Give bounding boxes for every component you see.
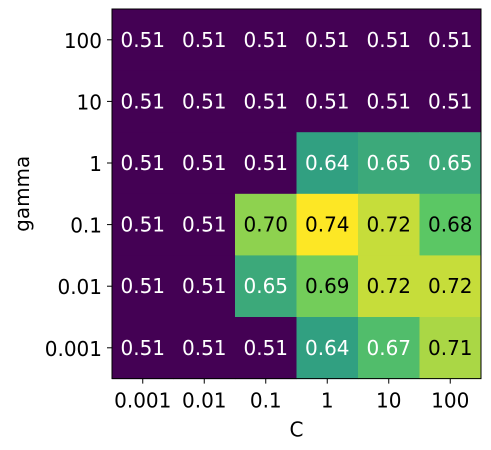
x-tick-label: 1	[321, 389, 334, 413]
cell-value-label: 0.51	[366, 28, 411, 52]
cell-value-label: 0.51	[120, 28, 165, 52]
cell-value-label: 0.51	[120, 274, 165, 298]
y-tick-label: 0.01	[57, 275, 102, 299]
x-axis-ticks: 0.001 0.01 0.1 1 10 100	[114, 378, 469, 413]
cell-value-label: 0.72	[366, 274, 411, 298]
heatmap-cell	[112, 70, 174, 133]
x-tick-label: 0.01	[182, 389, 227, 413]
y-tick-label: 0.001	[45, 337, 102, 361]
x-tick-label: 100	[431, 389, 469, 413]
cell-value-label: 0.65	[366, 151, 411, 175]
x-tick-label: 0.1	[250, 389, 282, 413]
y-tick-label: 100	[64, 29, 102, 53]
heatmap-cell	[173, 70, 236, 133]
heatmap-cell	[358, 132, 420, 195]
heatmap-cell	[112, 9, 174, 72]
heatmap-cell	[419, 132, 482, 195]
heatmap-cell	[358, 317, 420, 380]
cell-value-label: 0.51	[243, 151, 288, 175]
cell-value-label: 0.51	[366, 89, 411, 113]
heatmap-cell	[358, 255, 420, 318]
cell-value-label: 0.51	[243, 336, 288, 360]
x-tick-label: 10	[376, 389, 401, 413]
cell-value-label: 0.64	[305, 151, 350, 175]
heatmap-cell	[173, 193, 236, 256]
cell-value-label: 0.51	[120, 151, 165, 175]
heatmap-cell	[358, 9, 420, 72]
y-tick-label: 1	[89, 152, 102, 176]
cell-value-label: 0.51	[428, 89, 473, 113]
heatmap-cell	[173, 255, 236, 318]
heatmap-cell	[419, 255, 482, 318]
heatmap-cell	[112, 317, 174, 380]
heatmap-cell	[296, 255, 359, 318]
heatmap-cell	[358, 70, 420, 133]
heatmap-cell	[173, 317, 236, 380]
heatmap-cell	[296, 193, 359, 256]
cell-value-label: 0.72	[428, 274, 473, 298]
cell-value-label: 0.51	[305, 28, 350, 52]
heatmap-cell	[235, 9, 297, 72]
cell-value-label: 0.51	[428, 28, 473, 52]
x-tick-label: 0.001	[114, 389, 171, 413]
heatmap-cell	[235, 317, 297, 380]
cell-value-label: 0.51	[305, 89, 350, 113]
cell-value-label: 0.51	[182, 28, 227, 52]
heatmap-cell	[235, 132, 297, 195]
cell-value-label: 0.64	[305, 336, 350, 360]
heatmap-cell	[296, 317, 359, 380]
cell-value-label: 0.51	[182, 336, 227, 360]
heatmap-cell	[296, 70, 359, 133]
heatmap-cell	[173, 132, 236, 195]
cell-value-label: 0.74	[305, 213, 350, 237]
heatmap-cell	[296, 9, 359, 72]
cell-value-label: 0.51	[182, 274, 227, 298]
heatmap-cell	[296, 132, 359, 195]
heatmap-cell	[235, 255, 297, 318]
heatmap-cell	[112, 132, 174, 195]
x-axis-label: C	[290, 418, 304, 442]
cell-value-label: 0.51	[120, 336, 165, 360]
heatmap-cell	[419, 193, 482, 256]
cell-value-label: 0.51	[120, 213, 165, 237]
heatmap-cells	[112, 9, 482, 380]
heatmap-cell	[112, 255, 174, 318]
heatmap-cell	[419, 9, 482, 72]
heatmap-cell	[419, 70, 482, 133]
y-axis-label: gamma	[10, 156, 34, 232]
cell-value-label: 0.72	[366, 213, 411, 237]
cell-value-label: 0.51	[182, 213, 227, 237]
cell-value-label: 0.51	[243, 89, 288, 113]
heatmap-value-labels: 0.51 0.51 0.51 0.51 0.51 0.51 0.51 0.51 0.51 0.51…	[120, 28, 472, 360]
cell-value-label: 0.51	[182, 151, 227, 175]
y-tick-label: 0.1	[70, 214, 102, 238]
cell-value-label: 0.68	[428, 213, 473, 237]
y-axis-ticks: 100 10 1 0.1 0.01 0.001	[45, 29, 112, 361]
cell-value-label: 0.51	[182, 89, 227, 113]
cell-value-label: 0.71	[428, 336, 473, 360]
cell-value-label: 0.51	[243, 28, 288, 52]
heatmap-cell	[419, 317, 482, 380]
cell-value-label: 0.67	[366, 336, 411, 360]
heatmap-cell	[173, 9, 236, 72]
heatmap-cell	[235, 70, 297, 133]
y-tick-label: 10	[77, 90, 102, 114]
cell-value-label: 0.65	[243, 274, 288, 298]
cell-value-label: 0.70	[243, 213, 288, 237]
heatmap-cell	[235, 193, 297, 256]
heatmap-cell	[112, 193, 174, 256]
cell-value-label: 0.65	[428, 151, 473, 175]
heatmap-cell	[358, 193, 420, 256]
cell-value-label: 0.51	[120, 89, 165, 113]
cell-value-label: 0.69	[305, 274, 350, 298]
plot-frame	[111, 8, 482, 380]
